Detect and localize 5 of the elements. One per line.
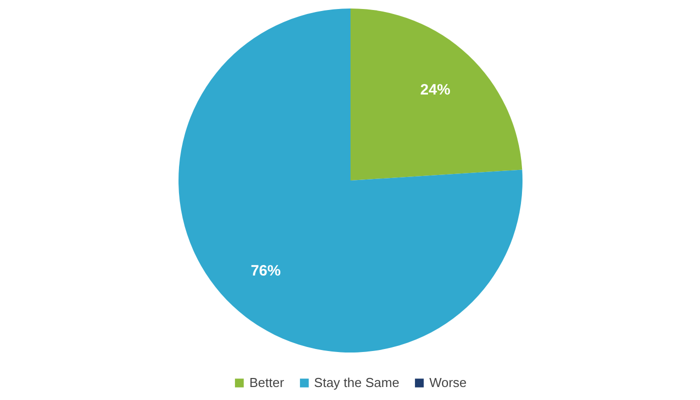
data-label: 76% <box>250 262 281 280</box>
legend-label: Worse <box>429 375 467 390</box>
legend-label: Stay the Same <box>314 375 400 390</box>
legend-label: Better <box>249 375 284 390</box>
data-label: 24% <box>420 82 450 99</box>
